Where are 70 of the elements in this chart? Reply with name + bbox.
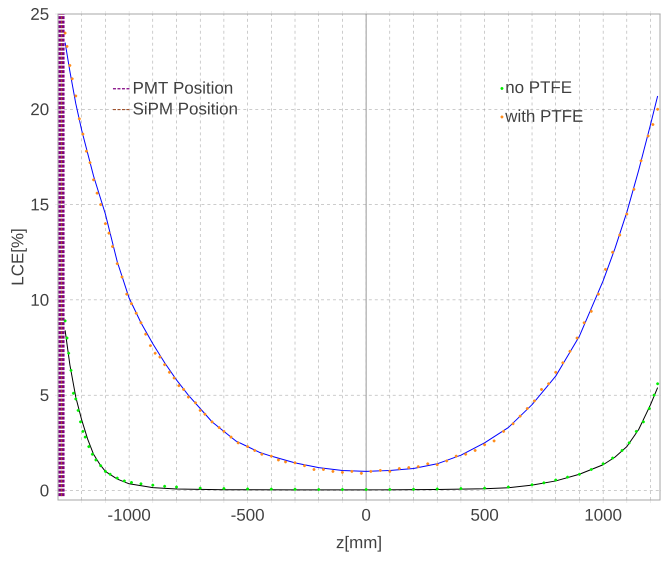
- y-tick-label: 10: [32, 294, 48, 306]
- line-series: [64, 330, 658, 490]
- point: [99, 464, 102, 468]
- point: [388, 488, 392, 492]
- point: [84, 436, 87, 439]
- x-axis-title: z[mm]: [336, 536, 381, 552]
- point: [175, 486, 178, 489]
- point: [611, 456, 614, 460]
- point: [483, 486, 486, 490]
- point: [566, 476, 570, 479]
- point: [81, 430, 84, 433]
- y-tick-label: 0: [40, 484, 48, 496]
- x-tick-label: -1000: [108, 508, 150, 521]
- point: [459, 487, 462, 490]
- point: [578, 472, 581, 476]
- point: [139, 482, 142, 486]
- point: [122, 479, 126, 482]
- point: [554, 478, 558, 482]
- point: [506, 486, 510, 489]
- point: [412, 488, 416, 491]
- point: [602, 462, 605, 466]
- point: [72, 392, 75, 395]
- point: [246, 487, 250, 490]
- point: [364, 488, 368, 492]
- point: [634, 430, 638, 433]
- point: [436, 487, 439, 490]
- point: [151, 484, 154, 487]
- point: [64, 319, 67, 322]
- y-axis-title: LCE[%]: [11, 230, 27, 284]
- point: [198, 486, 202, 490]
- point: [620, 448, 624, 452]
- point: [294, 488, 297, 491]
- point: [222, 487, 226, 490]
- point: [67, 352, 70, 355]
- point: [163, 484, 166, 488]
- legend-label: PMT Position: [134, 81, 232, 94]
- x-tick-label: 1000: [586, 508, 622, 521]
- point: [652, 394, 656, 397]
- point: [542, 481, 546, 484]
- point: [628, 441, 631, 444]
- point: [79, 420, 82, 424]
- x-tick-label: -500: [231, 508, 264, 521]
- x-tick-label: 500: [471, 508, 498, 521]
- point: [74, 397, 78, 400]
- y-tick-label: 15: [32, 198, 48, 210]
- point: [116, 476, 119, 480]
- y-tick-label: 5: [40, 389, 48, 402]
- legend-label: with PTFE: [505, 110, 583, 122]
- point: [70, 368, 73, 372]
- point: [104, 470, 107, 473]
- point: [270, 488, 273, 491]
- y-tick-label: 20: [31, 103, 48, 116]
- x-tick-label: 0: [362, 508, 370, 521]
- point: [90, 452, 94, 456]
- point: [642, 420, 645, 424]
- point: [317, 488, 320, 492]
- point: [530, 483, 534, 486]
- point: [340, 488, 344, 492]
- point: [87, 445, 90, 448]
- point: [76, 408, 80, 412]
- legend-label: SiPM Position: [133, 102, 237, 115]
- y-tick-label: 25: [31, 8, 48, 20]
- point: [648, 407, 651, 410]
- point: [130, 480, 133, 484]
- legend-label: no PTFE: [506, 81, 572, 94]
- point: [94, 458, 98, 462]
- point: [656, 382, 660, 386]
- point: [66, 336, 68, 340]
- point: [108, 472, 112, 476]
- point: [590, 468, 593, 471]
